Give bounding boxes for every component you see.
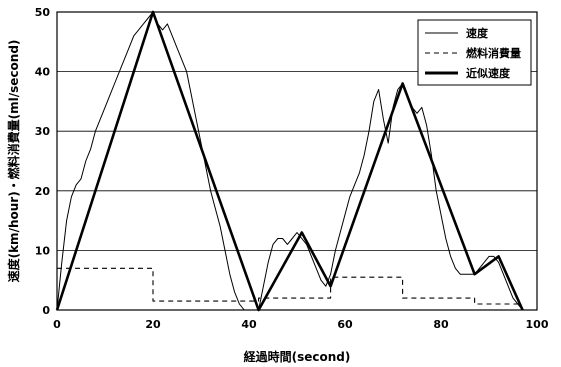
x-tick-label: 0 (53, 318, 61, 331)
approx-speed-line (55, 10, 524, 312)
y-tick-labels: 0 10 20 30 40 50 (35, 6, 51, 317)
x-axis-title: 経過時間(second) (244, 349, 351, 364)
x-tick-label: 40 (241, 318, 257, 331)
series-layer (55, 10, 524, 312)
y-tick-label: 0 (42, 304, 50, 317)
y-axis-title: 速度(km/hour)・燃料消費量(ml/second) (6, 40, 21, 283)
legend-label-approx: 近似速度 (466, 66, 511, 80)
x-tick-label: 20 (145, 318, 161, 331)
legend-label-fuel: 燃料消費量 (465, 46, 521, 60)
fuel-consumption-line (57, 267, 523, 305)
y-tick-label: 10 (35, 244, 51, 257)
speed-line (56, 11, 523, 311)
y-tick-label: 30 (35, 125, 51, 138)
grid-lines (57, 71, 537, 251)
legend-label-speed: 速度 (466, 26, 489, 40)
y-tick-label: 20 (35, 185, 51, 198)
y-tick-label: 50 (35, 6, 51, 19)
legend: 速度 燃料消費量 近似速度 (417, 19, 532, 86)
x-tick-label: 100 (526, 318, 549, 331)
x-tick-label: 80 (433, 318, 449, 331)
x-tick-label: 60 (337, 318, 353, 331)
y-tick-label: 40 (35, 66, 51, 79)
x-tick-labels: 0 20 40 60 80 100 (53, 318, 549, 331)
